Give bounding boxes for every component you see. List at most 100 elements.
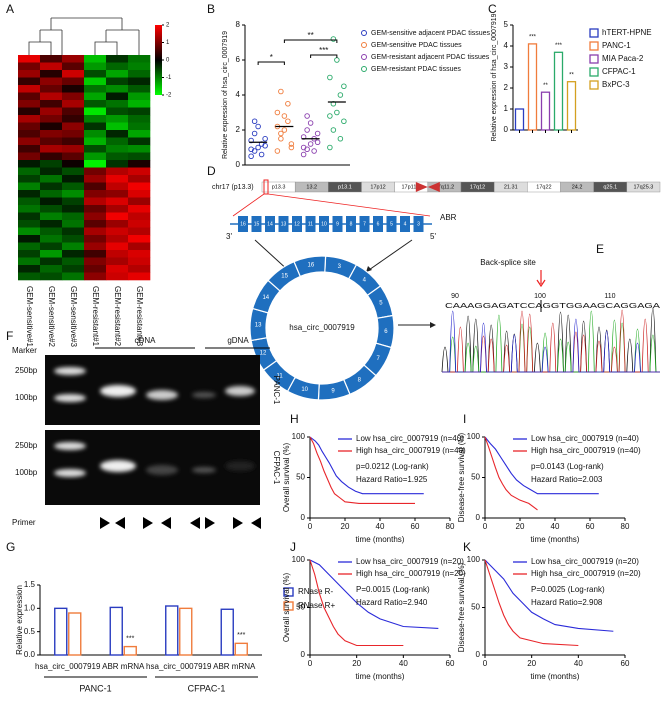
x-tick-label: 40 [574,659,583,668]
bar [220,608,234,656]
heatmap-cell [106,100,129,108]
data-point [304,113,310,119]
x-tick-label: 60 [411,522,420,531]
heatmap-cell [18,130,41,138]
data-point [251,118,258,124]
data-point [285,118,291,124]
gel-bands [54,442,255,477]
band-label: p13.1 [338,184,352,190]
exon [332,216,343,232]
heatmap-cell [106,77,129,86]
circle-exon-label: 13 [255,322,262,328]
heatmap-cell [128,257,151,266]
circle-exon-label: 15 [281,274,288,280]
exon-label: 6 [377,221,380,227]
heatmap-cell [62,242,85,251]
band [54,394,86,402]
heatmap-cell [84,212,107,221]
heatmap-cell [62,272,85,281]
annotation: P=0.0025 (Log-rank) [531,585,605,594]
y-tick-label: 3 [504,62,509,71]
heatmap-cell [106,137,129,146]
band-label: 17q22 [536,184,551,190]
heatmap-cell [128,190,151,198]
y-tick-label: 50 [471,603,480,612]
cell-label: PANC-1 [272,376,281,405]
y-tick-label: 2 [504,83,509,92]
legend-label: GEM-resistant PDAC tissues [371,66,461,73]
heatmap-cell [106,205,129,213]
band [146,465,178,475]
y-tick-label: 0 [301,513,306,522]
primer-arrow [100,517,110,529]
heatmap-cell [62,167,85,176]
heatmap-cell [106,272,129,281]
y-tick-label: 2 [236,125,241,134]
heatmap-cell [62,175,85,183]
heatmap-cell [62,220,85,228]
heatmap-cell [128,92,151,101]
data-point [327,113,333,119]
exon-label: 8 [350,221,353,227]
data-point [334,57,340,63]
heatmap-cell [128,197,151,206]
y-tick-label: 4 [236,90,241,99]
heatmap-cell [18,100,41,108]
heatmap-cell [106,92,129,101]
heatmap-cell [18,122,41,131]
bar [553,51,564,131]
significance-label: ** [543,83,548,89]
heatmap-cell [18,55,41,63]
circle-exon-label: 4 [363,278,367,284]
heatmap-cell [84,205,107,213]
y-tick-label: 1.0 [24,603,36,612]
survival-curve [309,436,424,495]
heatmap-cell [106,167,129,176]
y-tick-label: 5 [504,20,509,29]
annotation: p=0.0143 (Log-rank) [531,462,604,471]
heatmap-cell [62,250,85,258]
heatmap-cell [84,137,107,146]
heatmap-cell [106,122,129,131]
circle-exon-label: 12 [260,350,267,356]
bar [109,606,123,656]
y-tick-label: 1.5 [24,580,36,589]
gel-bands [54,367,255,402]
circle-exon-label: 7 [377,356,381,362]
survival-curve [484,436,599,495]
data-point [314,139,321,145]
annotation: Hazard Ratio=2.940 [356,598,428,607]
heatmap-cell [128,85,151,93]
heatmap-cell [128,122,151,131]
x-tick-label: 60 [621,659,630,668]
x-tick-label: 40 [399,659,408,668]
heatmap-cell [84,100,107,108]
heatmap-cell [18,115,41,123]
band-label: 17p11.2 [402,184,421,190]
legend-label: High hsa_circ_0007919 (n=40) [356,446,466,455]
heatmap-cell [106,235,129,243]
x-tick-label: hsa_circ_0007919 [146,662,212,671]
primer-arrow [190,517,200,529]
heatmap-cell [84,257,107,266]
zoom-lines [232,193,431,217]
x-tick-label: hsa_circ_0007919 [35,662,101,671]
band-label: 13.2 [306,184,317,190]
data-point [334,109,340,116]
colorbar-label: 2 [166,23,170,29]
exon-label: 4 [404,221,407,227]
legend-symbol [589,41,599,51]
circle-exon-label: 14 [262,295,269,301]
primer-arrow [233,517,243,529]
x-axis-label: time (months) [356,535,405,544]
heatmap-cell [128,265,151,273]
data-point [255,144,261,151]
annotation: Hazard Ratio=2.003 [531,475,603,484]
heatmap-cell [84,92,107,101]
heatmap-cell [40,122,63,131]
heatmap-cell [106,250,129,258]
heatmap-cell [128,100,151,108]
heatmap-cell [106,145,129,153]
heatmap-cell [106,130,129,138]
annotation: Hazard Ratio=1.925 [356,475,428,484]
